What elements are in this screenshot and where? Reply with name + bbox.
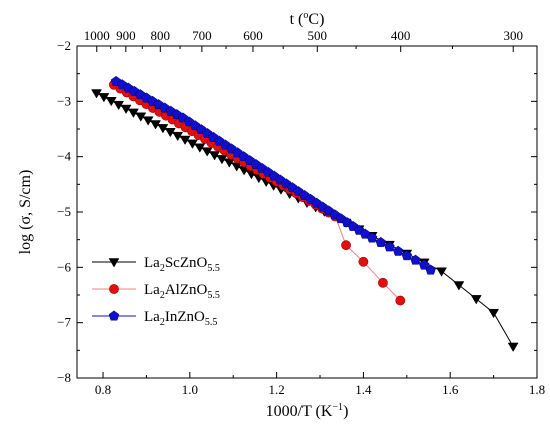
data-point	[384, 241, 395, 252]
y-tick-label: −5	[57, 204, 71, 219]
top-axis-title-close: C)	[308, 11, 324, 28]
top-tick-label: 400	[391, 28, 411, 43]
top-axis-title: t (oC)	[290, 10, 325, 28]
y-tick-label: −2	[57, 38, 71, 53]
x-tick-label: 1.0	[182, 382, 198, 397]
data-point	[392, 245, 404, 256]
x-tick-label: 1.2	[268, 382, 284, 397]
labels-layer: 0.8 1.0 1.2 1.4 1.6 1.8 −2 −3 −4 −5 −6 −7 −8 1000 900 8…	[17, 10, 545, 420]
series-layer	[91, 75, 519, 352]
data-point	[418, 259, 430, 270]
top-tick-label: 800	[151, 28, 171, 43]
legend-label: La2ScZnO5.5	[144, 255, 220, 274]
legend-main: AlZnO	[165, 282, 208, 298]
data-point	[375, 236, 387, 247]
data-point	[401, 250, 413, 261]
legend-sub: 5.5	[207, 263, 220, 274]
y-tick-label: −8	[57, 370, 71, 385]
y-axis-title: log (σ, S/cm)	[17, 170, 34, 255]
legend-sub: 5.5	[205, 317, 218, 328]
x-axis-title-close: )	[343, 403, 348, 420]
data-point	[341, 240, 351, 251]
legend: La2ScZnO5.5 La2AlZnO5.5 La2InZnO5.5	[92, 255, 220, 328]
x-axis-title-sup: −1	[332, 402, 343, 413]
top-tick-label: 1000	[84, 28, 110, 43]
legend-main: ScZnO	[165, 255, 208, 271]
y-tick-label: −6	[57, 259, 71, 274]
legend-sub: 2	[160, 317, 165, 328]
data-point	[358, 256, 369, 267]
data-point	[436, 267, 447, 277]
axes-layer	[76, 45, 538, 379]
top-tick-label: 500	[308, 28, 328, 43]
x-tick-label: 0.8	[95, 382, 111, 397]
legend-label: La2AlZnO5.5	[144, 282, 220, 301]
data-point	[453, 281, 465, 291]
data-point	[470, 295, 482, 305]
x-axis-title: 1000/T (K−1)	[266, 402, 349, 420]
legend-main: InZnO	[165, 309, 205, 325]
data-point	[378, 277, 388, 288]
top-tick-label: 300	[503, 28, 523, 43]
x-tick-label: 1.8	[529, 382, 545, 397]
data-point	[395, 295, 406, 306]
top-tick-label: 900	[116, 28, 136, 43]
y-tick-label: −3	[57, 93, 71, 108]
data-point	[488, 308, 500, 319]
legend-marker	[108, 310, 120, 321]
series-2	[110, 75, 436, 275]
data-point	[507, 342, 519, 352]
x-tick-label: 1.6	[442, 382, 459, 397]
data-point	[366, 232, 378, 243]
legend-sub: 5.5	[207, 290, 220, 301]
series-1	[108, 79, 406, 306]
x-tick-label: 1.4	[355, 382, 372, 397]
legend-marker	[109, 284, 119, 294]
legend-sub: 2	[160, 263, 165, 274]
top-tick-label: 700	[192, 28, 212, 43]
legend-marker	[108, 258, 120, 268]
top-tick-label: 600	[243, 28, 263, 43]
data-point	[216, 155, 228, 165]
legend-label: La2InZnO5.5	[144, 309, 217, 328]
y-tick-label: −7	[57, 315, 71, 330]
top-axis-title-sup: o	[303, 10, 308, 21]
data-point	[425, 264, 436, 275]
data-point	[410, 254, 421, 265]
legend-sub: 2	[160, 290, 165, 301]
y-tick-label: −4	[57, 149, 71, 164]
